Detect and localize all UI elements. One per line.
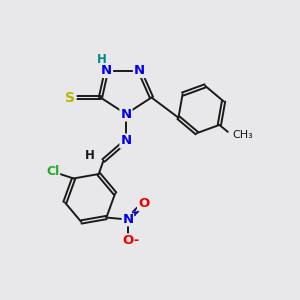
Text: N: N [120, 134, 132, 148]
Text: S: S [65, 91, 76, 104]
Text: H: H [97, 52, 107, 66]
Text: O: O [122, 234, 134, 247]
Text: N: N [134, 64, 145, 77]
Text: N: N [101, 64, 112, 77]
Text: -: - [134, 234, 139, 247]
Text: O: O [138, 197, 149, 210]
Text: H: H [85, 149, 95, 163]
Text: CH₃: CH₃ [232, 130, 253, 140]
Text: Cl: Cl [46, 165, 59, 178]
Text: N: N [120, 107, 132, 121]
Text: +: + [130, 208, 139, 218]
Text: N: N [122, 212, 134, 226]
